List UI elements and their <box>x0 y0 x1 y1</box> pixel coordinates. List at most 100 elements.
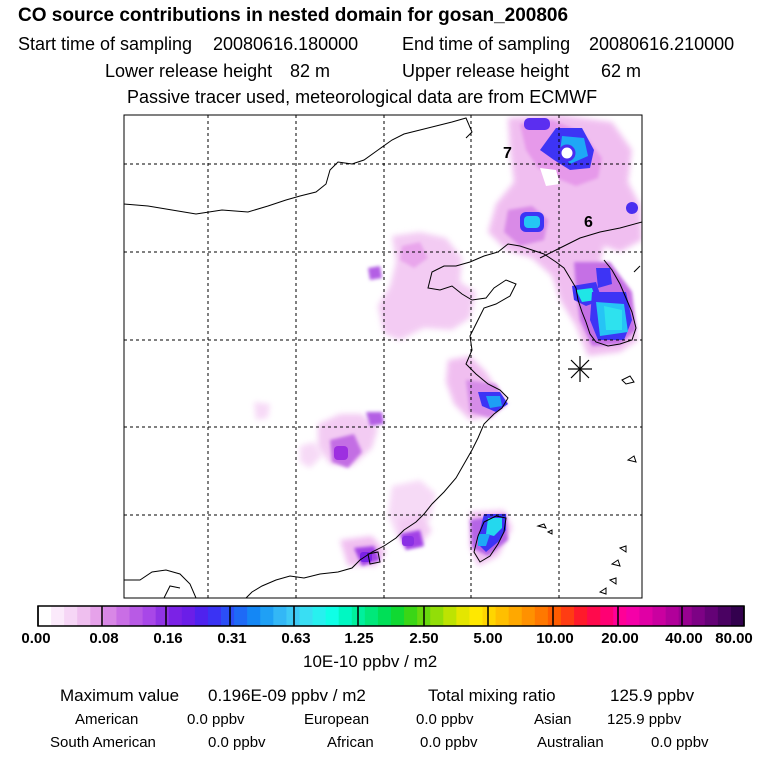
colorbar-cell <box>247 606 261 626</box>
colorbar-cell <box>181 606 196 626</box>
colorbar-cell <box>691 606 706 626</box>
region-name: Australian <box>537 734 604 751</box>
region-name: South American <box>50 734 156 751</box>
region-value: 0.0 ppbv <box>208 734 266 751</box>
colorbar-tick-label: 0.16 <box>153 630 183 647</box>
colorbar-cell <box>391 606 405 626</box>
colorbar-cell <box>155 606 170 626</box>
colorbar-cell <box>469 606 483 626</box>
colorbar-tick-label: 0.63 <box>281 630 311 647</box>
colorbar-cell <box>103 606 117 626</box>
colorbar-cell <box>560 606 575 626</box>
colorbar-cell <box>456 606 470 626</box>
upper-release-value: 62 m <box>601 61 642 81</box>
colorbar-units: 10E-10 ppbv / m2 <box>303 652 438 671</box>
colorbar-tick-label: 0.31 <box>217 630 247 647</box>
lower-release-label: Lower release height <box>105 61 273 81</box>
colorbar-cell <box>299 606 313 626</box>
colorbar-cell <box>312 606 327 626</box>
colorbar-cell <box>717 606 732 626</box>
colorbar-cell <box>639 606 653 626</box>
colorbar-cell <box>652 606 666 626</box>
colorbar-tick-label: 80.00 <box>715 630 753 647</box>
end-time-value: 20080616.210000 <box>589 34 735 54</box>
colorbar-cell <box>77 606 91 626</box>
concentration-hotspots <box>334 118 638 562</box>
colorbar-cell <box>613 606 627 626</box>
colorbar-cell <box>51 606 65 626</box>
colorbar-cell <box>38 606 52 626</box>
colorbar-cell <box>704 606 719 626</box>
colorbar-tick-label: 0.00 <box>21 630 51 647</box>
colorbar-cell <box>207 606 222 626</box>
colorbar-cell <box>364 606 379 626</box>
colorbar-tick-label: 2.50 <box>409 630 439 647</box>
colorbar-cell <box>534 606 549 626</box>
colorbar-cell <box>665 606 680 626</box>
colorbar-cell <box>574 606 588 626</box>
region-name: American <box>75 711 139 728</box>
region-value: 0.0 ppbv <box>187 711 245 728</box>
colorbar-cell <box>678 606 693 626</box>
colorbar-cell <box>600 606 614 626</box>
colorbar-cell <box>508 606 523 626</box>
colorbar-cell <box>116 606 130 626</box>
colorbar-cell <box>325 606 340 626</box>
colorbar-cell <box>495 606 510 626</box>
day-label-7: 7 <box>503 145 512 162</box>
receptor-asterisk-icon <box>568 356 592 382</box>
colorbar-tick-label: 40.00 <box>665 630 703 647</box>
region-name: Asian <box>534 711 572 728</box>
colorbar-cell <box>273 606 287 626</box>
colorbar-tick-label: 1.25 <box>344 630 374 647</box>
total-mixing-value: 125.9 ppbv <box>610 686 695 705</box>
colorbar-cell <box>482 606 496 626</box>
colorbar-cell <box>377 606 392 626</box>
start-time-label: Start time of sampling <box>18 34 193 54</box>
region-name: African <box>327 734 374 751</box>
colorbar-tick-label: 0.08 <box>89 630 119 647</box>
colorbar-cell <box>90 606 104 626</box>
colorbar-cell <box>168 606 183 626</box>
region-value: 0.0 ppbv <box>416 711 474 728</box>
colorbar-cell <box>521 606 536 626</box>
colorbar-cell <box>404 606 418 626</box>
colorbar-cell <box>626 606 640 626</box>
colorbar-cell <box>338 606 353 626</box>
lower-release-value: 82 m <box>290 61 331 81</box>
tracer-note: Passive tracer used, meteorological data… <box>127 87 598 107</box>
colorbar-cell <box>430 606 444 626</box>
max-value-label: Maximum value <box>60 686 180 705</box>
region-value: 0.0 ppbv <box>651 734 709 751</box>
colorbar-cell <box>587 606 601 626</box>
upper-release-label: Upper release height <box>402 61 570 81</box>
lat-lon-grid <box>124 115 642 598</box>
colorbar-cell <box>443 606 457 626</box>
colorbar-cell <box>221 606 235 626</box>
max-value: 0.196E-09 ppbv / m2 <box>208 686 366 705</box>
total-mixing-label: Total mixing ratio <box>428 686 556 705</box>
colorbar-cell <box>260 606 274 626</box>
coastline <box>124 117 642 598</box>
region-name: European <box>304 711 370 728</box>
colorbar-cell <box>234 606 248 626</box>
colorbar-cell <box>730 606 745 626</box>
plot-title: CO source contributions in nested domain… <box>18 5 569 26</box>
colorbar-cell <box>64 606 78 626</box>
map-frame <box>123 114 643 599</box>
region-value: 125.9 ppbv <box>607 711 682 728</box>
day-label-6: 6 <box>584 214 593 231</box>
colorbar-cell <box>547 606 562 626</box>
colorbar-tick-label: 10.00 <box>536 630 574 647</box>
start-time-value: 20080616.180000 <box>213 34 359 54</box>
colorbar-cell <box>194 606 209 626</box>
colorbar-cell <box>142 606 157 626</box>
colorbar-cell <box>286 606 300 626</box>
colorbar-tick-label: 20.00 <box>601 630 639 647</box>
end-time-label: End time of sampling <box>402 34 571 54</box>
colorbar-tick-label: 5.00 <box>473 630 503 647</box>
colorbar-cell <box>129 606 143 626</box>
region-value: 0.0 ppbv <box>420 734 478 751</box>
